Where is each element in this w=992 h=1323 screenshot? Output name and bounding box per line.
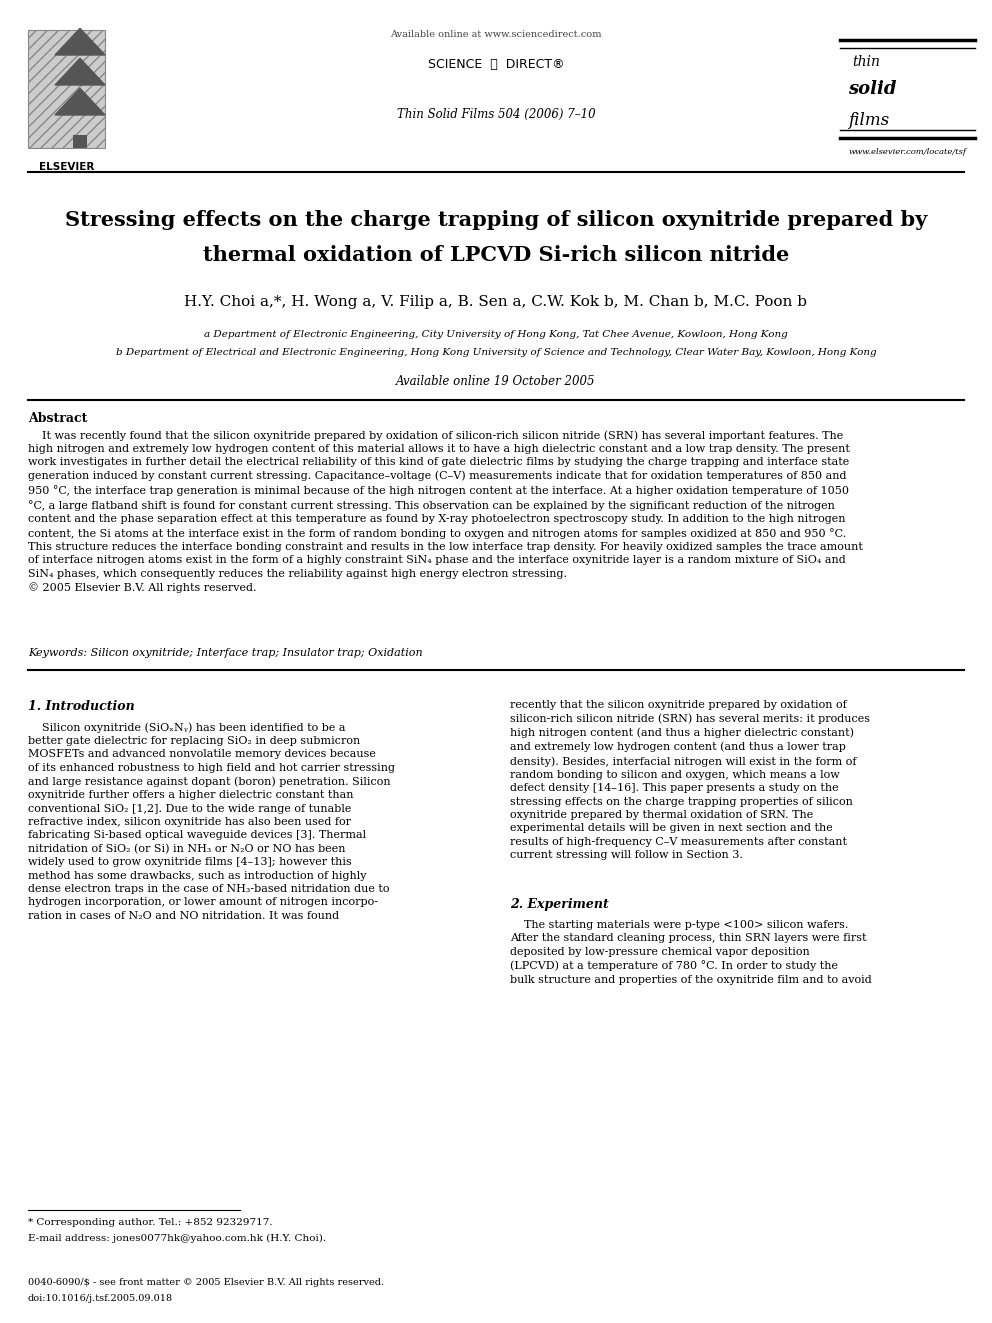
Text: SCIENCE  ⓓ  DIRECT®: SCIENCE ⓓ DIRECT® [428, 58, 564, 71]
Text: b Department of Electrical and Electronic Engineering, Hong Kong University of S: b Department of Electrical and Electroni… [116, 348, 876, 357]
Text: 1. Introduction: 1. Introduction [28, 700, 135, 713]
Polygon shape [55, 28, 105, 56]
Text: Available online at www.sciencedirect.com: Available online at www.sciencedirect.co… [390, 30, 602, 38]
Text: films: films [848, 112, 889, 130]
Text: Stressing effects on the charge trapping of silicon oxynitride prepared by: Stressing effects on the charge trapping… [64, 210, 928, 230]
Text: doi:10.1016/j.tsf.2005.09.018: doi:10.1016/j.tsf.2005.09.018 [28, 1294, 174, 1303]
Text: 0040-6090/$ - see front matter © 2005 Elsevier B.V. All rights reserved.: 0040-6090/$ - see front matter © 2005 El… [28, 1278, 384, 1287]
Text: Abstract: Abstract [28, 411, 87, 425]
Bar [28, 30, 105, 148]
Text: thin: thin [852, 56, 880, 69]
Text: ELSEVIER: ELSEVIER [40, 161, 94, 172]
Text: Silicon oxynitride (SiOₓNᵧ) has been identified to be a
better gate dielectric f: Silicon oxynitride (SiOₓNᵧ) has been ide… [28, 722, 395, 921]
Text: recently that the silicon oxynitride prepared by oxidation of
silicon-rich silic: recently that the silicon oxynitride pre… [510, 700, 870, 860]
Text: Thin Solid Films 504 (2006) 7–10: Thin Solid Films 504 (2006) 7–10 [397, 108, 595, 120]
Text: Keywords: Silicon oxynitride; Interface trap; Insulator trap; Oxidation: Keywords: Silicon oxynitride; Interface … [28, 648, 423, 658]
Text: www.elsevier.com/locate/tsf: www.elsevier.com/locate/tsf [849, 148, 967, 156]
Text: It was recently found that the silicon oxynitride prepared by oxidation of silic: It was recently found that the silicon o… [28, 430, 863, 593]
Bar [73, 135, 87, 148]
Text: H.Y. Choi a,*, H. Wong a, V. Filip a, B. Sen a, C.W. Kok b, M. Chan b, M.C. Poon: H.Y. Choi a,*, H. Wong a, V. Filip a, B.… [185, 295, 807, 310]
Text: solid: solid [848, 79, 897, 98]
Text: a Department of Electronic Engineering, City University of Hong Kong, Tat Chee A: a Department of Electronic Engineering, … [204, 329, 788, 339]
Polygon shape [55, 58, 105, 85]
Text: E-mail address: jones0077hk@yahoo.com.hk (H.Y. Choi).: E-mail address: jones0077hk@yahoo.com.hk… [28, 1234, 326, 1244]
Text: * Corresponding author. Tel.: +852 92329717.: * Corresponding author. Tel.: +852 92329… [28, 1218, 273, 1226]
Text: Available online 19 October 2005: Available online 19 October 2005 [396, 374, 596, 388]
Text: The starting materials were p-type <100> silicon wafers.
After the standard clea: The starting materials were p-type <100>… [510, 919, 872, 984]
Text: 2. Experiment: 2. Experiment [510, 898, 609, 912]
Polygon shape [55, 89, 105, 115]
Text: thermal oxidation of LPCVD Si-rich silicon nitride: thermal oxidation of LPCVD Si-rich silic… [203, 245, 789, 265]
